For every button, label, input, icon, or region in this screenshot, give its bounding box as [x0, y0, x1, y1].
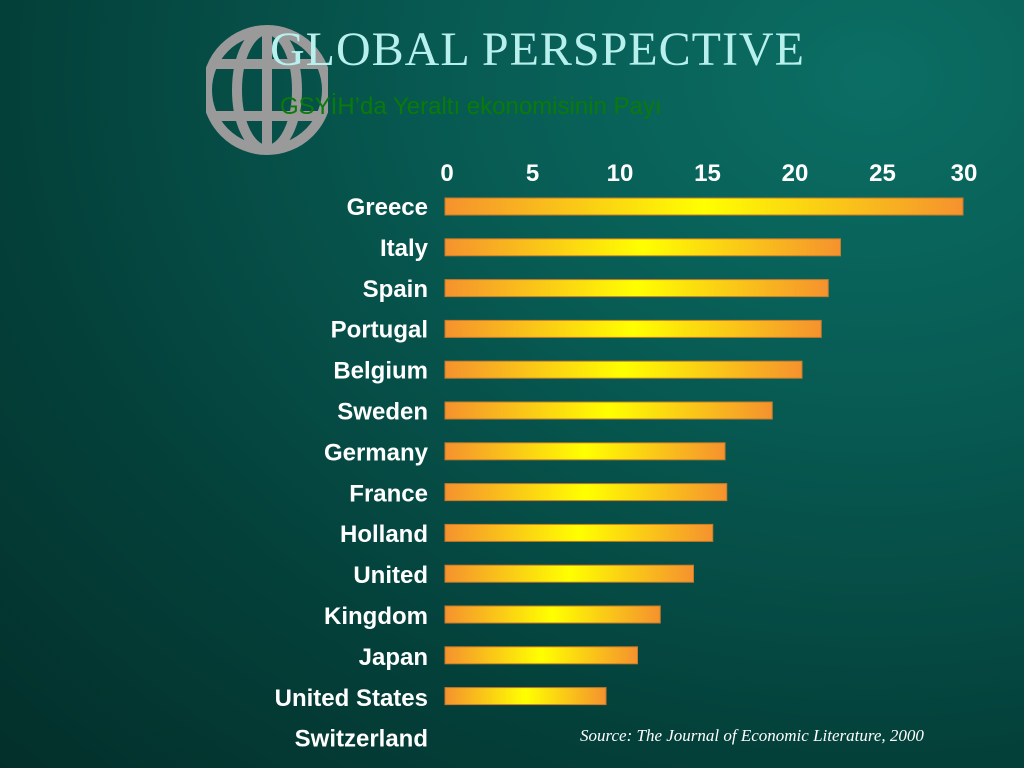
category-label: United — [353, 562, 428, 589]
category-label: United States — [275, 685, 428, 712]
bar — [444, 523, 714, 542]
bar — [444, 401, 773, 420]
category-label: Belgium — [333, 358, 428, 385]
category-label: Switzerland — [295, 726, 428, 753]
x-tick-label: 25 — [869, 160, 896, 187]
bar — [444, 360, 803, 379]
bar — [444, 646, 638, 665]
slide-title: GLOBAL PERSPECTIVE — [270, 23, 805, 76]
category-label: Portugal — [331, 317, 428, 344]
category-label: Germany — [324, 439, 429, 466]
x-tick-label: 0 — [440, 160, 453, 187]
category-label: Japan — [359, 644, 428, 671]
x-tick-label: 10 — [607, 160, 634, 187]
category-label: France — [349, 480, 428, 507]
category-label: Kingdom — [324, 603, 428, 630]
bar — [444, 238, 841, 257]
bar — [444, 442, 726, 461]
bar — [444, 483, 728, 502]
source-note: Source: The Journal of Economic Literatu… — [580, 726, 924, 745]
globe-icon — [206, 25, 328, 155]
x-tick-label: 5 — [526, 160, 539, 187]
bars — [444, 197, 964, 706]
bar — [444, 687, 607, 706]
x-axis-ticks: 0 5 10 15 20 25 30 — [440, 160, 977, 187]
category-label: Greece — [347, 194, 428, 221]
bar — [444, 564, 694, 583]
category-label: Italy — [380, 235, 429, 262]
category-label: Sweden — [337, 399, 428, 426]
x-tick-label: 30 — [951, 160, 978, 187]
category-label: Holland — [340, 521, 428, 548]
bar — [444, 605, 661, 624]
category-labels: Greece Italy Spain Portugal Belgium Sweden Ger… — [275, 194, 429, 753]
x-tick-label: 20 — [782, 160, 809, 187]
bar — [444, 197, 964, 216]
category-label: Spain — [363, 276, 428, 303]
bar — [444, 279, 829, 298]
x-tick-label: 15 — [694, 160, 721, 187]
chart-subtitle: GSYİH’da Yeraltı ekonomisinin Payı — [280, 93, 662, 120]
bar — [444, 319, 822, 338]
